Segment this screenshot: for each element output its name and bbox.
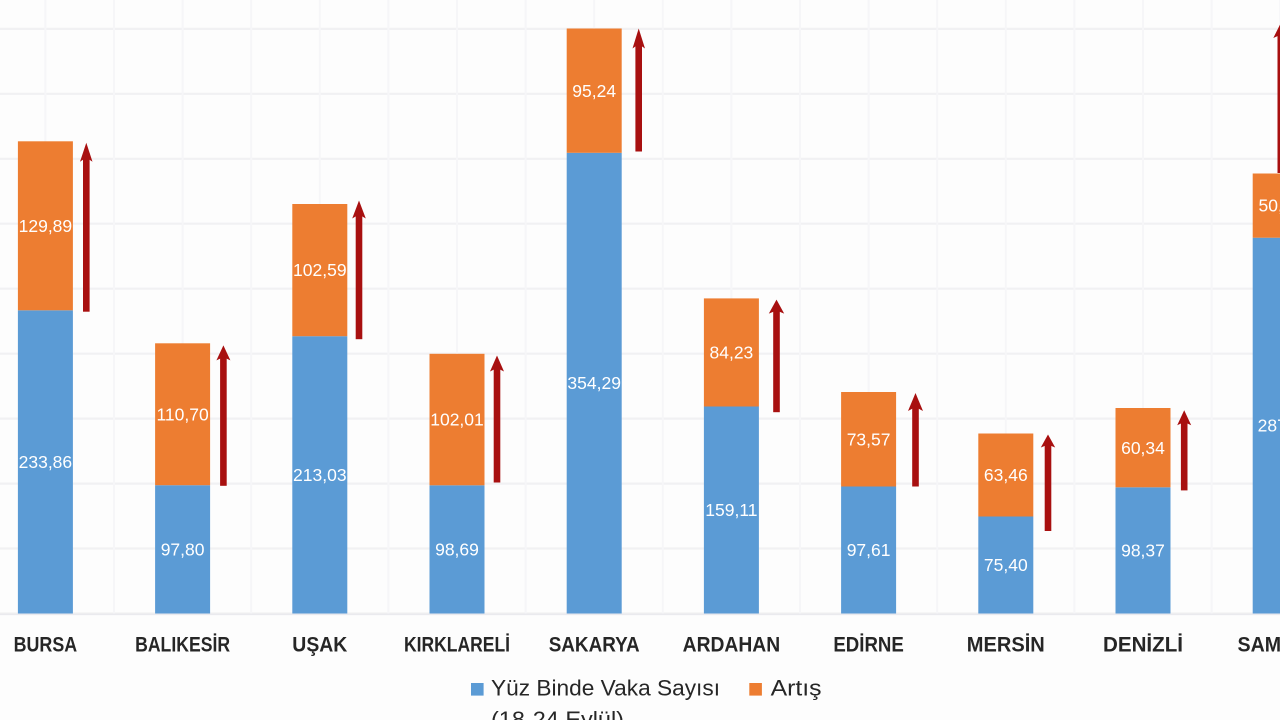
svg-text:213,03: 213,03 (293, 465, 347, 485)
svg-text:84,23: 84,23 (710, 343, 754, 363)
svg-text:Artış: Artış (771, 676, 822, 701)
svg-text:BALIKESİR: BALIKESİR (135, 633, 230, 657)
svg-text:98,69: 98,69 (435, 540, 479, 560)
svg-text:159,11: 159,11 (705, 500, 757, 520)
svg-text:BURSA: BURSA (14, 633, 78, 657)
svg-text:SAKARYA: SAKARYA (549, 633, 640, 657)
svg-text:129,89: 129,89 (19, 216, 73, 236)
svg-text:MERSİN: MERSİN (967, 633, 1045, 657)
svg-text:ARDAHAN: ARDAHAN (683, 633, 781, 657)
svg-text:KIRKLARELİ: KIRKLARELİ (404, 633, 510, 657)
svg-text:73,57: 73,57 (847, 429, 891, 449)
svg-text:287,78: 287,78 (1258, 416, 1280, 436)
svg-text:102,59: 102,59 (293, 260, 347, 280)
svg-text:97,80: 97,80 (161, 540, 205, 560)
svg-text:98,37: 98,37 (1121, 541, 1165, 561)
svg-text:SAMSUN: SAMSUN (1238, 633, 1280, 657)
svg-text:EDİRNE: EDİRNE (833, 633, 904, 657)
svg-text:354,29: 354,29 (567, 373, 621, 393)
svg-text:75,40: 75,40 (984, 555, 1028, 575)
svg-text:Yüz Binde Vaka Sayısı: Yüz Binde Vaka Sayısı (491, 676, 720, 701)
svg-text:233,86: 233,86 (19, 452, 73, 472)
svg-text:63,46: 63,46 (984, 465, 1028, 485)
svg-text:(18-24 Eylül): (18-24 Eylül) (491, 707, 624, 720)
svg-text:102,01: 102,01 (430, 410, 484, 430)
svg-text:95,24: 95,24 (572, 81, 616, 101)
svg-text:110,70: 110,70 (156, 404, 208, 424)
svg-text:97,61: 97,61 (847, 540, 891, 560)
svg-text:50,26: 50,26 (1259, 196, 1280, 216)
svg-text:60,34: 60,34 (1121, 438, 1165, 458)
svg-text:DENİZLİ: DENİZLİ (1103, 633, 1183, 657)
svg-text:UŞAK: UŞAK (292, 633, 347, 657)
